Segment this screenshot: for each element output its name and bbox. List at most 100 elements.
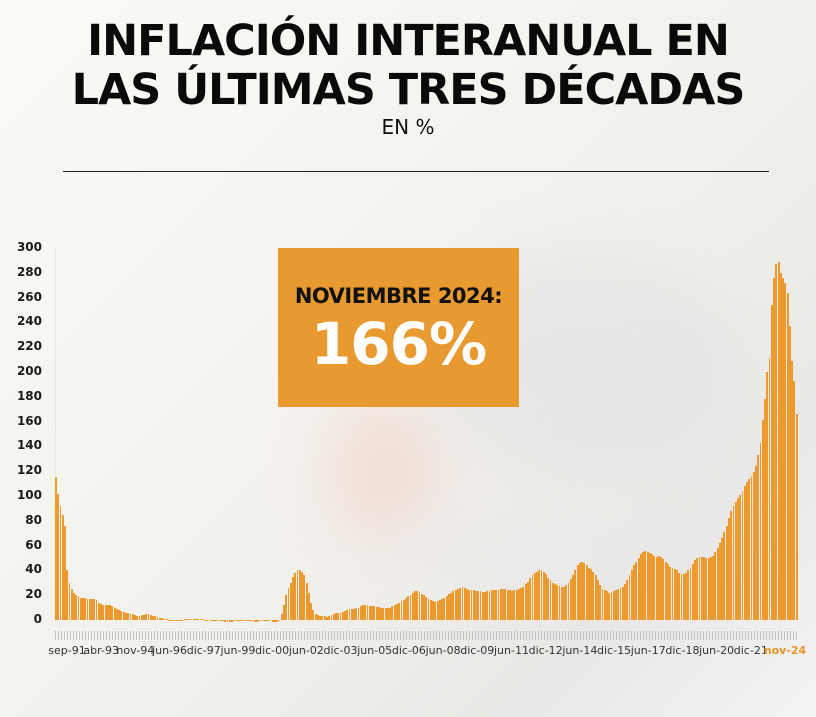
bar [380, 607, 383, 620]
bar [185, 619, 188, 620]
bar [165, 619, 168, 620]
bar [551, 582, 554, 620]
bar [136, 615, 139, 620]
bar [125, 612, 127, 620]
bar [233, 620, 236, 622]
y-tick-label: 160 [16, 413, 42, 428]
bar [619, 587, 622, 620]
bar [696, 558, 699, 620]
bar [461, 587, 464, 620]
bar [472, 590, 475, 620]
y-tick-label: 240 [16, 314, 42, 329]
bar [310, 602, 313, 620]
x-tick-label: jun-14 [562, 644, 598, 657]
bar [445, 595, 448, 620]
bar [323, 616, 326, 620]
bar [599, 585, 602, 620]
bar [161, 618, 163, 620]
bar [350, 608, 353, 620]
x-tick-label: dic-09 [460, 644, 495, 657]
bar [109, 605, 112, 620]
x-tick-label: abr-93 [83, 644, 119, 657]
bar [179, 619, 182, 621]
bar [204, 619, 206, 621]
x-tick-label: jun-17 [630, 644, 666, 657]
bar [723, 531, 726, 620]
bar [775, 264, 778, 620]
x-tick-label: jun-99 [220, 644, 256, 657]
bar [176, 620, 179, 621]
bar [734, 502, 737, 620]
bar [371, 606, 373, 620]
bar [536, 571, 538, 620]
bar [759, 442, 762, 620]
bar [348, 609, 351, 620]
bar [773, 277, 775, 620]
y-tick-label: 40 [25, 562, 42, 577]
bar [93, 598, 96, 620]
bar [592, 571, 595, 620]
bar [319, 615, 322, 620]
x-axis-ticks [55, 631, 798, 640]
bar [628, 575, 631, 620]
bar [517, 589, 520, 620]
x-tick-label: dic-12 [528, 644, 563, 657]
bar [795, 414, 798, 620]
bar [355, 608, 358, 620]
bar [280, 613, 283, 620]
bar [181, 619, 184, 621]
bar [414, 591, 416, 620]
bar [407, 596, 410, 620]
bar [285, 595, 288, 620]
bar [648, 553, 651, 620]
bar [791, 360, 794, 620]
bar [601, 589, 604, 620]
bar [436, 601, 439, 620]
bar [251, 620, 254, 622]
bar [396, 603, 398, 620]
bar [463, 587, 466, 620]
bar [526, 581, 529, 620]
bar [456, 589, 459, 620]
bar [131, 614, 134, 620]
bar [621, 586, 624, 620]
bar [88, 598, 91, 620]
bar [610, 592, 613, 620]
bar [578, 562, 581, 620]
bar [486, 591, 489, 620]
bar [725, 525, 728, 620]
bar [366, 605, 369, 620]
bar [326, 616, 328, 620]
bar [332, 613, 335, 620]
bar [662, 559, 665, 620]
chart-subtitle: EN % [381, 115, 435, 139]
bar [752, 472, 755, 620]
x-tick-label: jun-20 [699, 644, 735, 657]
bar [466, 589, 468, 620]
bar [255, 620, 258, 622]
bar [513, 590, 516, 620]
x-tick-label: dic-21 [733, 644, 768, 657]
bar [154, 616, 157, 620]
bar [201, 619, 204, 620]
bar [375, 606, 378, 620]
bar [91, 598, 93, 620]
x-tick-label: dic-18 [665, 644, 700, 657]
bar [531, 575, 534, 620]
bar [549, 580, 552, 620]
bar [237, 620, 240, 622]
bar [402, 600, 405, 620]
bar [312, 610, 315, 620]
bar [104, 605, 107, 620]
title-divider [63, 171, 769, 172]
bar [384, 607, 387, 620]
bar [608, 592, 611, 620]
bar [341, 611, 344, 620]
bar [434, 602, 437, 620]
bar [152, 615, 154, 620]
bar [443, 597, 446, 620]
bar [296, 570, 299, 620]
bar [267, 620, 270, 621]
bar [712, 555, 715, 620]
bar [585, 565, 588, 620]
